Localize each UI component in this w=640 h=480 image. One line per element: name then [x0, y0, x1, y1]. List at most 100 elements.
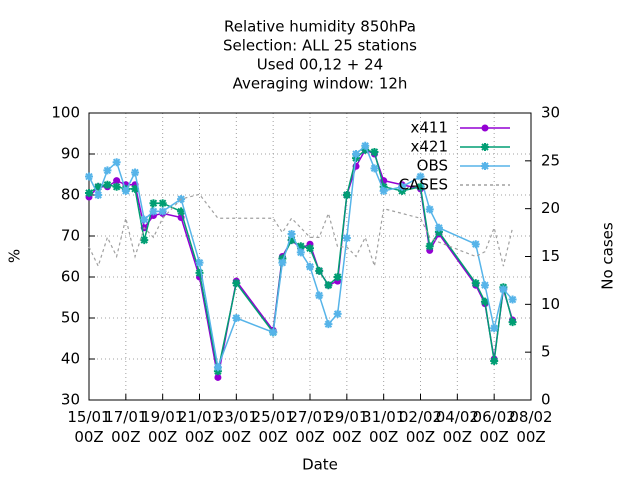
point	[306, 262, 314, 271]
y2-tick-label: 20	[541, 199, 560, 217]
point	[416, 172, 425, 181]
point	[158, 199, 167, 208]
point	[94, 191, 103, 199]
point	[361, 141, 370, 150]
point	[177, 207, 186, 216]
point	[425, 242, 434, 251]
point	[370, 147, 379, 156]
chart-title: Used 00,12 + 24	[257, 56, 383, 74]
x-tick-label: 25/01 00Z	[252, 408, 295, 446]
legend-label: x411	[410, 119, 448, 137]
point	[370, 164, 379, 173]
point	[103, 180, 112, 189]
y-tick-label: 80	[61, 186, 80, 204]
point	[398, 186, 407, 195]
legend-label: OBS	[417, 157, 448, 175]
point	[379, 186, 388, 195]
point	[480, 281, 489, 290]
point	[158, 207, 167, 216]
point	[214, 373, 222, 381]
x-axis-label: Date	[302, 456, 338, 474]
point	[490, 324, 499, 333]
point	[149, 199, 158, 208]
y2-tick-label: 10	[541, 295, 560, 313]
point	[140, 236, 149, 245]
point	[232, 314, 241, 322]
legend-marker	[481, 162, 489, 170]
y-tick-label: 40	[61, 350, 80, 368]
y-tick-label: 100	[51, 104, 80, 122]
point	[306, 244, 314, 253]
x-tick-label: 04/02 00Z	[436, 408, 479, 446]
point	[508, 295, 517, 304]
series-line	[88, 144, 514, 371]
point	[508, 318, 517, 327]
point	[213, 363, 222, 372]
point	[112, 182, 121, 191]
point	[379, 182, 388, 191]
x-tick-label: 31/01 00Z	[362, 408, 405, 446]
point	[342, 234, 351, 243]
chart-title: Relative humidity 850hPa	[224, 18, 416, 36]
point	[296, 248, 305, 257]
point	[287, 236, 296, 245]
point	[490, 357, 499, 366]
point	[499, 285, 508, 294]
point	[269, 328, 278, 337]
x-tick-label: 19/01 00Z	[141, 408, 184, 446]
plot-border	[88, 112, 532, 401]
x-tick-label: 15/01 00Z	[67, 408, 110, 446]
x-tick-label: 06/02 00Z	[473, 408, 516, 446]
point	[398, 182, 407, 191]
point	[278, 258, 287, 267]
point	[434, 223, 443, 232]
point	[131, 184, 140, 193]
point	[278, 254, 287, 263]
point	[333, 309, 342, 318]
y-tick-label: 90	[61, 145, 80, 163]
chart-title: Selection: ALL 25 stations	[223, 37, 417, 55]
point	[352, 150, 361, 158]
y2-axis-label: No cases	[599, 222, 617, 290]
legend-label: CASES	[399, 176, 448, 194]
point	[113, 177, 121, 185]
legend-marker	[481, 143, 489, 151]
x-tick-label: 21/01 00Z	[178, 408, 221, 446]
point	[471, 279, 480, 288]
legend-marker	[481, 124, 489, 132]
point	[149, 207, 158, 216]
series-line	[88, 148, 514, 378]
point	[315, 266, 324, 275]
y2-tick-label: 5	[541, 343, 551, 361]
legend-label: x421	[410, 138, 448, 156]
y-axis-label: %	[6, 249, 24, 263]
series-line	[88, 149, 514, 372]
y2-tick-label: 15	[541, 247, 560, 265]
point	[140, 215, 149, 224]
point	[94, 182, 103, 191]
y-tick-label: 50	[61, 309, 80, 327]
x-tick-label: 17/01 00Z	[104, 408, 147, 446]
point	[85, 172, 93, 181]
x-tick-label: 08/02 00Z	[509, 408, 552, 446]
y2-tick-label: 30	[541, 104, 560, 122]
y-tick-label: 30	[61, 391, 80, 409]
point	[333, 273, 342, 281]
point	[480, 297, 489, 306]
y2-tick-label: 25	[541, 151, 560, 169]
point	[315, 291, 324, 300]
point	[287, 229, 296, 238]
point	[213, 367, 222, 376]
x-tick-label: 27/01 00Z	[288, 408, 331, 446]
point	[324, 281, 333, 290]
point	[471, 240, 480, 249]
chart-title: Averaging window: 12h	[233, 75, 408, 93]
point	[342, 191, 351, 199]
point	[195, 268, 204, 277]
point	[361, 145, 370, 154]
point	[121, 186, 130, 195]
point	[103, 166, 112, 175]
x-tick-label: 29/01 00Z	[325, 408, 368, 446]
x-tick-label: 23/01 00Z	[215, 408, 258, 446]
